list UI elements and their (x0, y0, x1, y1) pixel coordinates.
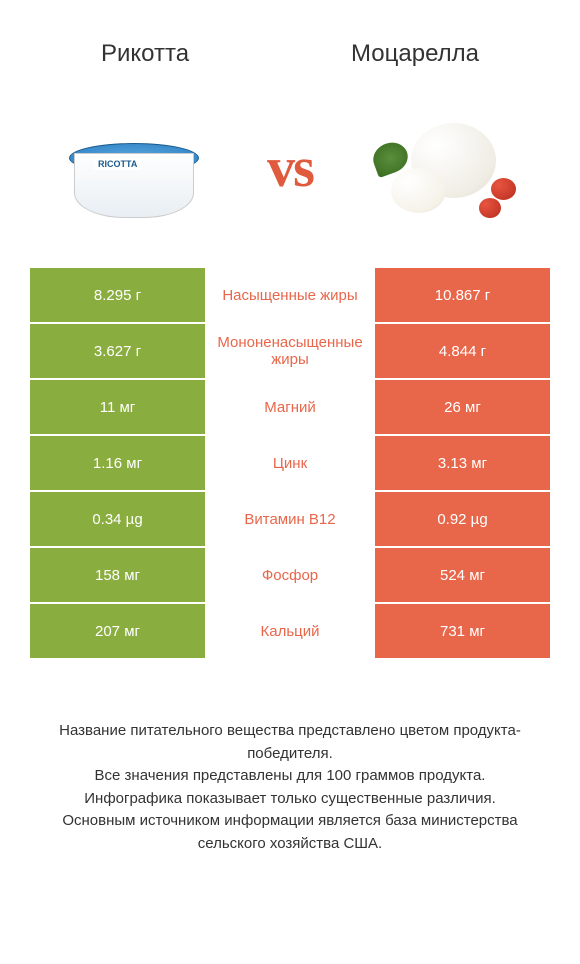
nutrient-label: Магний (205, 399, 375, 416)
nutrient-left-value: 8.295 г (30, 268, 205, 322)
nutrient-label: Цинк (205, 455, 375, 472)
nutrient-label: Витамин B12 (205, 511, 375, 528)
left-product-image: RICOTTA (59, 108, 209, 228)
footer-notes: Название питательного вещества представл… (0, 660, 580, 875)
nutrient-right-value: 731 мг (375, 604, 550, 658)
footer-line: Основным источником информации является … (30, 810, 550, 855)
header: Рикотта Моцарелла (0, 0, 580, 98)
nutrient-row: 1.16 мгЦинк3.13 мг (30, 436, 550, 490)
nutrient-left-value: 3.627 г (30, 324, 205, 378)
images-row: RICOTTA vs (0, 98, 580, 268)
right-product-title: Моцарелла (351, 40, 479, 68)
nutrient-row: 158 мгФосфор524 мг (30, 548, 550, 602)
nutrient-right-value: 3.13 мг (375, 436, 550, 490)
nutrient-left-value: 207 мг (30, 604, 205, 658)
nutrient-left-value: 158 мг (30, 548, 205, 602)
footer-line: Все значения представлены для 100 граммо… (30, 765, 550, 788)
nutrient-label: Фосфор (205, 567, 375, 584)
nutrient-right-value: 4.844 г (375, 324, 550, 378)
vs-badge: vs (267, 136, 313, 200)
nutrient-row: 3.627 гМононенасыщенные жиры4.844 г (30, 324, 550, 378)
nutrient-row: 207 мгКальций731 мг (30, 604, 550, 658)
nutrient-row: 11 мгМагний26 мг (30, 380, 550, 434)
nutrient-left-value: 11 мг (30, 380, 205, 434)
right-product-image (371, 108, 521, 228)
nutrient-left-value: 0.34 µg (30, 492, 205, 546)
nutrient-right-value: 0.92 µg (375, 492, 550, 546)
nutrient-table: 8.295 гНасыщенные жиры10.867 г3.627 гМон… (0, 268, 580, 658)
nutrient-row: 0.34 µgВитамин B120.92 µg (30, 492, 550, 546)
left-product-title: Рикотта (101, 40, 189, 68)
nutrient-label: Кальций (205, 623, 375, 640)
nutrient-left-value: 1.16 мг (30, 436, 205, 490)
nutrient-right-value: 524 мг (375, 548, 550, 602)
nutrient-right-value: 26 мг (375, 380, 550, 434)
nutrient-label: Мононенасыщенные жиры (205, 334, 375, 368)
footer-line: Название питательного вещества представл… (30, 720, 550, 765)
footer-line: Инфографика показывает только существенн… (30, 788, 550, 811)
nutrient-row: 8.295 гНасыщенные жиры10.867 г (30, 268, 550, 322)
nutrient-right-value: 10.867 г (375, 268, 550, 322)
nutrient-label: Насыщенные жиры (205, 287, 375, 304)
